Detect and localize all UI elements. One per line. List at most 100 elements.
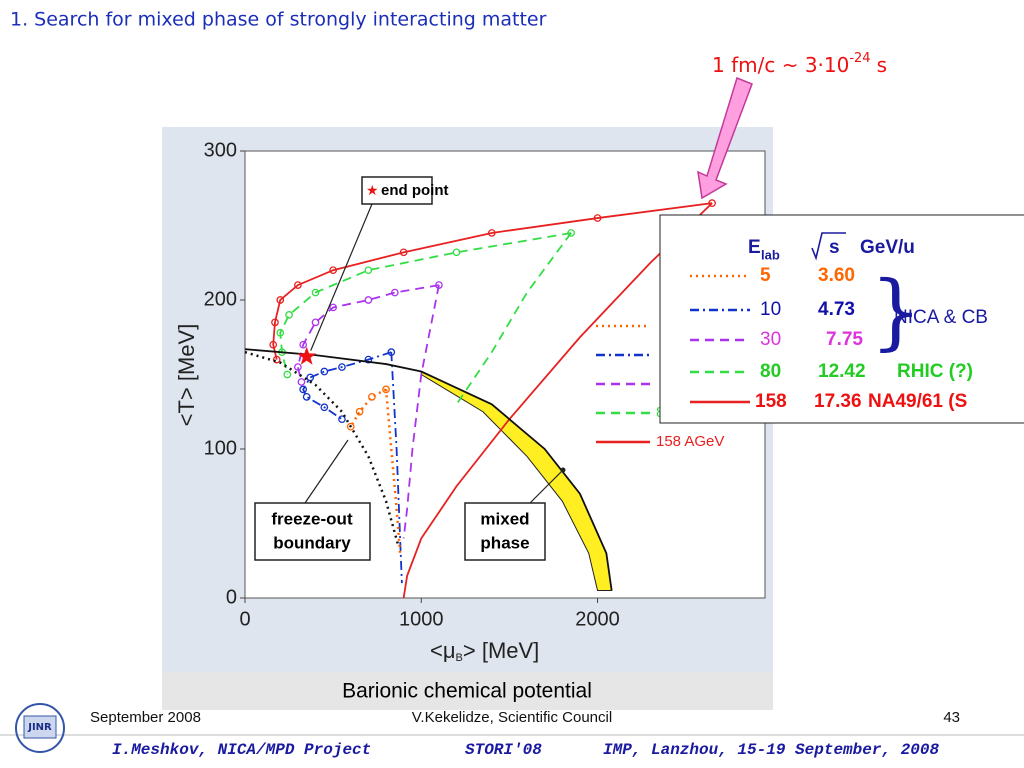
series-line: [455, 232, 572, 405]
annotation: phase: [480, 533, 529, 552]
annotation-box: [361, 176, 433, 205]
table-box: [659, 214, 1024, 424]
annotation-arrow: [310, 203, 373, 351]
bottom-project: I.Meshkov, NICA/MPD Project: [112, 741, 371, 759]
x-axis-label-part: > [MeV]: [463, 638, 539, 663]
series-marker: [338, 415, 346, 424]
series-marker: [276, 296, 285, 304]
series-marker: [487, 229, 496, 237]
header-e: E: [748, 237, 761, 258]
table-note: RHIC (?): [897, 361, 973, 382]
header-s: s: [829, 237, 840, 258]
table-note: NA49/61 (S: [868, 391, 967, 412]
series-marker: [294, 281, 302, 289]
series-marker: [269, 340, 278, 349]
series-line: [402, 202, 713, 599]
annotation-box: [464, 502, 546, 561]
table-elab: 30: [760, 329, 781, 350]
sqrt-sign: [811, 232, 846, 261]
logo-text: JINR: [27, 722, 52, 733]
header-sub: lab: [761, 247, 780, 262]
series-marker: [311, 318, 320, 327]
series-marker: [364, 296, 373, 304]
table-sqrts: 12.42: [818, 361, 866, 382]
series-marker: [346, 422, 355, 431]
annotation: boundary: [273, 533, 351, 552]
table-elab: 10: [760, 299, 781, 320]
table-elab: 5: [760, 265, 771, 286]
series-marker: [452, 248, 461, 257]
series-line: [244, 350, 400, 547]
series-marker: [708, 199, 716, 207]
x-tick-label: 0: [239, 608, 250, 630]
note: 1 fm/c ~ 3·10-24 s: [712, 51, 887, 77]
series-line: [302, 351, 392, 420]
caption: Barionic chemical potential: [342, 680, 592, 703]
header-unit: GeV/u: [860, 237, 915, 258]
series-marker: [390, 288, 399, 297]
series-line: [349, 388, 387, 428]
table-elab: 158: [755, 391, 787, 412]
annotation-dot: [560, 467, 566, 473]
series-marker: [338, 363, 346, 371]
note-text: 1 fm/c ~ 3·10: [712, 53, 849, 77]
footer-date: September 2008: [90, 709, 201, 726]
x-axis-label: <μB> [MeV]: [430, 638, 539, 664]
logo-ring: [15, 703, 65, 753]
series-marker: [329, 266, 337, 275]
series-marker: [364, 266, 373, 275]
bottom-venue: IMP, Lanzhou, 15-19 September, 2008: [603, 741, 939, 759]
annotation-arrow: [304, 439, 349, 504]
brace: }: [870, 265, 922, 360]
series-line: [244, 348, 613, 591]
brace-label: NICA & CB: [894, 307, 988, 328]
note-exp: -24: [849, 51, 870, 66]
series-marker: [364, 355, 373, 364]
annotation: freeze-out: [271, 509, 353, 528]
series-marker: [294, 363, 302, 371]
bottom-conference: STORI'08: [465, 741, 542, 759]
series-marker: [297, 378, 306, 386]
annotation-arrow: [529, 469, 564, 504]
series-marker: [329, 303, 337, 312]
table: E lab s GeV/u } NICA & CB 5 3.60 10 4.73 30 7…: [659, 214, 1024, 424]
series-marker: [311, 288, 320, 297]
series-line: [402, 284, 440, 539]
x-tick-label: 2000: [575, 608, 620, 630]
footer-author: V.Kekelidze, Scientific Council: [412, 709, 612, 726]
series-marker: [276, 328, 285, 337]
series-line: [296, 284, 440, 383]
annotation-star: ★: [366, 183, 379, 199]
annotation: end point: [381, 182, 449, 199]
series-marker: [355, 407, 364, 416]
series-marker: [382, 385, 390, 394]
series-marker: [299, 340, 308, 349]
series-line: [272, 202, 713, 360]
footer-page: 43: [943, 709, 960, 726]
annotation: mixed: [480, 509, 529, 528]
series-marker: [368, 392, 376, 401]
x-tick-label: 1000: [399, 608, 444, 630]
table-sqrts: 3.60: [818, 265, 855, 286]
note-unit: s: [877, 53, 887, 77]
y-tick-label: 300: [204, 139, 237, 161]
series-marker: [283, 370, 292, 379]
series-marker: [299, 385, 308, 394]
end-point: [297, 346, 317, 365]
y-tick-label: 100: [204, 437, 237, 459]
x-axis-label-part: <μ: [430, 638, 456, 663]
annotation-box: [254, 502, 371, 561]
table-sqrts: 7.75: [826, 329, 863, 350]
logo-building: [23, 715, 57, 739]
x-axis-label-part: B: [456, 652, 463, 664]
y-axis-label: <T> [MeV]: [174, 324, 199, 427]
series-marker: [271, 318, 279, 327]
table-sqrts: 17.36: [814, 391, 862, 412]
series-marker: [285, 311, 293, 319]
legend-label: 158 AGeV: [656, 433, 724, 450]
series-marker: [567, 229, 575, 237]
series-marker: [320, 403, 329, 412]
series-line: [390, 352, 403, 584]
